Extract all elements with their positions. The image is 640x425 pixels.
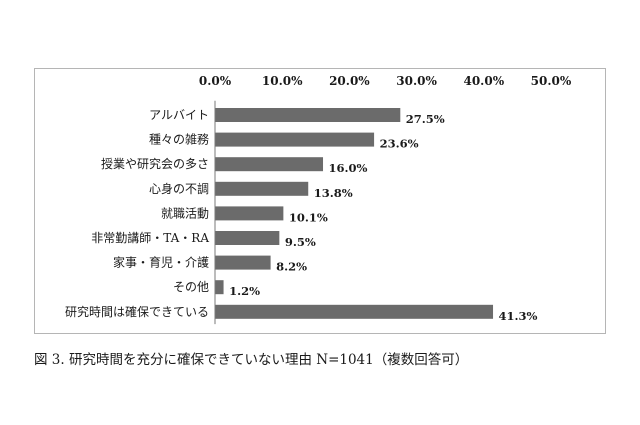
category-label: 非常勤講師・TA・RA — [91, 230, 209, 245]
value-label: 13.8% — [314, 186, 353, 200]
category-label: 種々の雑務 — [149, 132, 209, 147]
bar — [215, 108, 401, 122]
category-label: 研究時間は確保できている — [65, 304, 209, 319]
bar — [215, 132, 375, 147]
bar — [215, 181, 309, 196]
category-label: その他 — [173, 280, 209, 294]
category-label: アルバイト — [149, 108, 209, 122]
bar — [215, 157, 324, 172]
x-tick-label: 0.0% — [199, 74, 232, 88]
value-label: 23.6% — [380, 137, 419, 151]
value-label: 27.5% — [406, 112, 445, 126]
figure-caption: 図 3. 研究時間を充分に確保できていない理由 N=1041（複数回答可） — [34, 352, 469, 368]
value-label: 41.3% — [499, 309, 538, 323]
chart-frame: 0.0% 10.0% 20.0% 30.0% 40.0% 50.0% アルバイト種々の雑務… — [34, 68, 606, 334]
x-tick-label: 30.0% — [396, 74, 437, 88]
x-tick-label: 10.0% — [262, 74, 303, 88]
category-label: 授業や研究会の多さ — [101, 156, 209, 171]
x-axis-ticks: 0.0% 10.0% 20.0% 30.0% 40.0% 50.0% — [199, 74, 572, 88]
category-label: 家事・育児・介護 — [113, 255, 209, 270]
value-label: 8.2% — [276, 260, 307, 274]
bars — [215, 108, 494, 319]
category-label: 就職活動 — [161, 206, 209, 220]
category-label: 心身の不調 — [149, 181, 209, 196]
bar — [215, 255, 271, 270]
bar — [215, 280, 224, 295]
x-tick-label: 20.0% — [329, 74, 370, 88]
bar — [215, 206, 284, 221]
bar — [215, 304, 494, 319]
value-label: 1.2% — [229, 284, 260, 298]
bar — [215, 231, 280, 245]
value-label: 10.1% — [289, 210, 328, 224]
bar-chart: 0.0% 10.0% 20.0% 30.0% 40.0% 50.0% アルバイト種々の雑務… — [65, 74, 572, 325]
x-tick-label: 50.0% — [531, 74, 572, 88]
value-label: 16.0% — [329, 161, 368, 175]
x-tick-label: 40.0% — [463, 74, 504, 88]
value-label: 9.5% — [285, 235, 316, 249]
value-labels: 27.5% 23.6% 16.0% 13.8% 10.1% 9.5% 8.2% 1.2% 41.… — [229, 112, 537, 323]
